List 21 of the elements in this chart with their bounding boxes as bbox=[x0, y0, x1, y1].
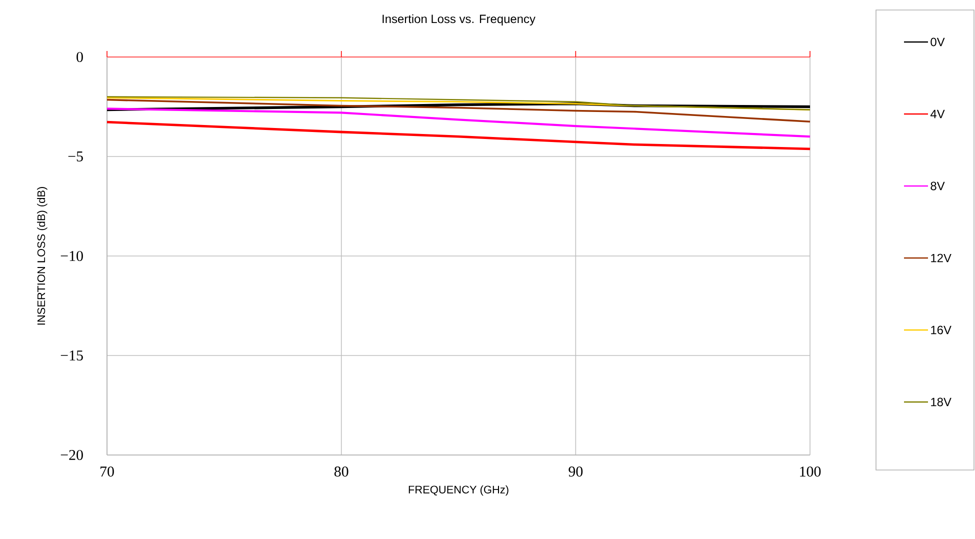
y-axis-title: INSERTION LOSS (dB) (dB) bbox=[37, 187, 48, 325]
line-series bbox=[106, 98, 811, 123]
x-tick-label: 100 bbox=[800, 466, 821, 477]
x-axis-title: FREQUENCY (GHz) bbox=[408, 485, 508, 496]
line-series bbox=[106, 108, 812, 138]
legend-label: 18V bbox=[931, 398, 952, 406]
x-tick-label: 70 bbox=[100, 466, 114, 477]
x-tick-label: 90 bbox=[568, 466, 583, 477]
y-tick-label: −20 bbox=[60, 450, 83, 460]
legend-label: 12V bbox=[931, 254, 952, 262]
y-tick-label: −10 bbox=[60, 250, 83, 262]
legend-label: 8V bbox=[930, 182, 945, 190]
y-tick-label: −15 bbox=[60, 350, 83, 360]
chart-title: Insertion Loss vs. Frequency bbox=[382, 14, 536, 26]
legend-label: 0V bbox=[930, 38, 945, 46]
legend-label: 16V bbox=[931, 326, 952, 334]
legend-label: 4V bbox=[930, 110, 945, 118]
line-series bbox=[106, 120, 812, 150]
x-tick-label: 80 bbox=[334, 466, 348, 477]
y-tick-label: 0 bbox=[76, 52, 83, 62]
y-tick-label: −5 bbox=[68, 152, 83, 162]
